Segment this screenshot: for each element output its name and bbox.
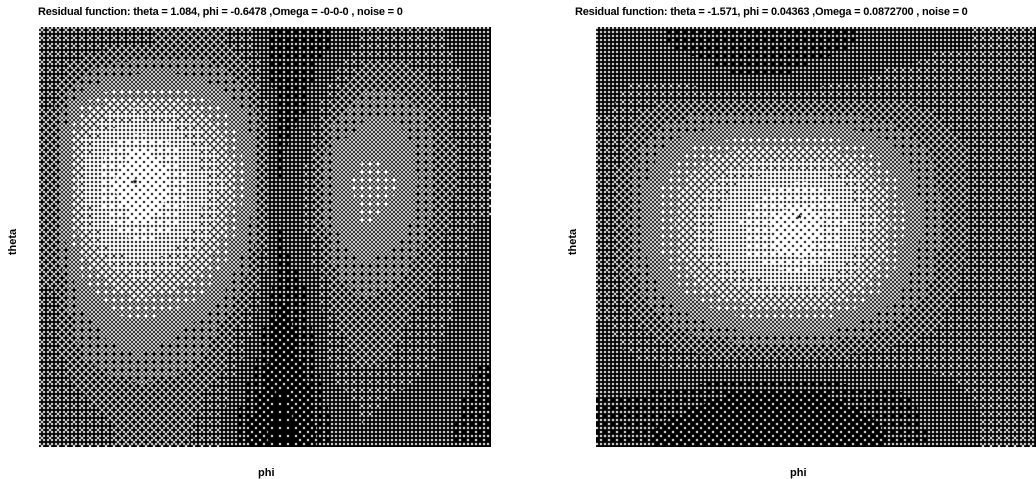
x-axis-label: phi [258,467,275,479]
x-axis-label: phi [790,467,807,479]
residual-plot-right: Residual function: theta = -1.571, phi =… [560,0,1036,479]
minimum-marker-glyph: * [132,177,138,190]
y-axis-label: theta [567,228,580,256]
heatmap-canvas [596,27,1036,447]
heatmap-area: * [596,27,1036,447]
residual-plot-left: Residual function: theta = 1.084, phi = … [7,6,491,479]
minimum-marker-glyph: * [797,212,802,225]
heatmap-area: * [39,27,491,447]
chart-title: Residual function: theta = 1.084, phi = … [38,6,403,18]
y-axis-label: theta [7,228,20,256]
heatmap-canvas [39,27,491,447]
chart-title: Residual function: theta = -1.571, phi =… [575,6,968,18]
